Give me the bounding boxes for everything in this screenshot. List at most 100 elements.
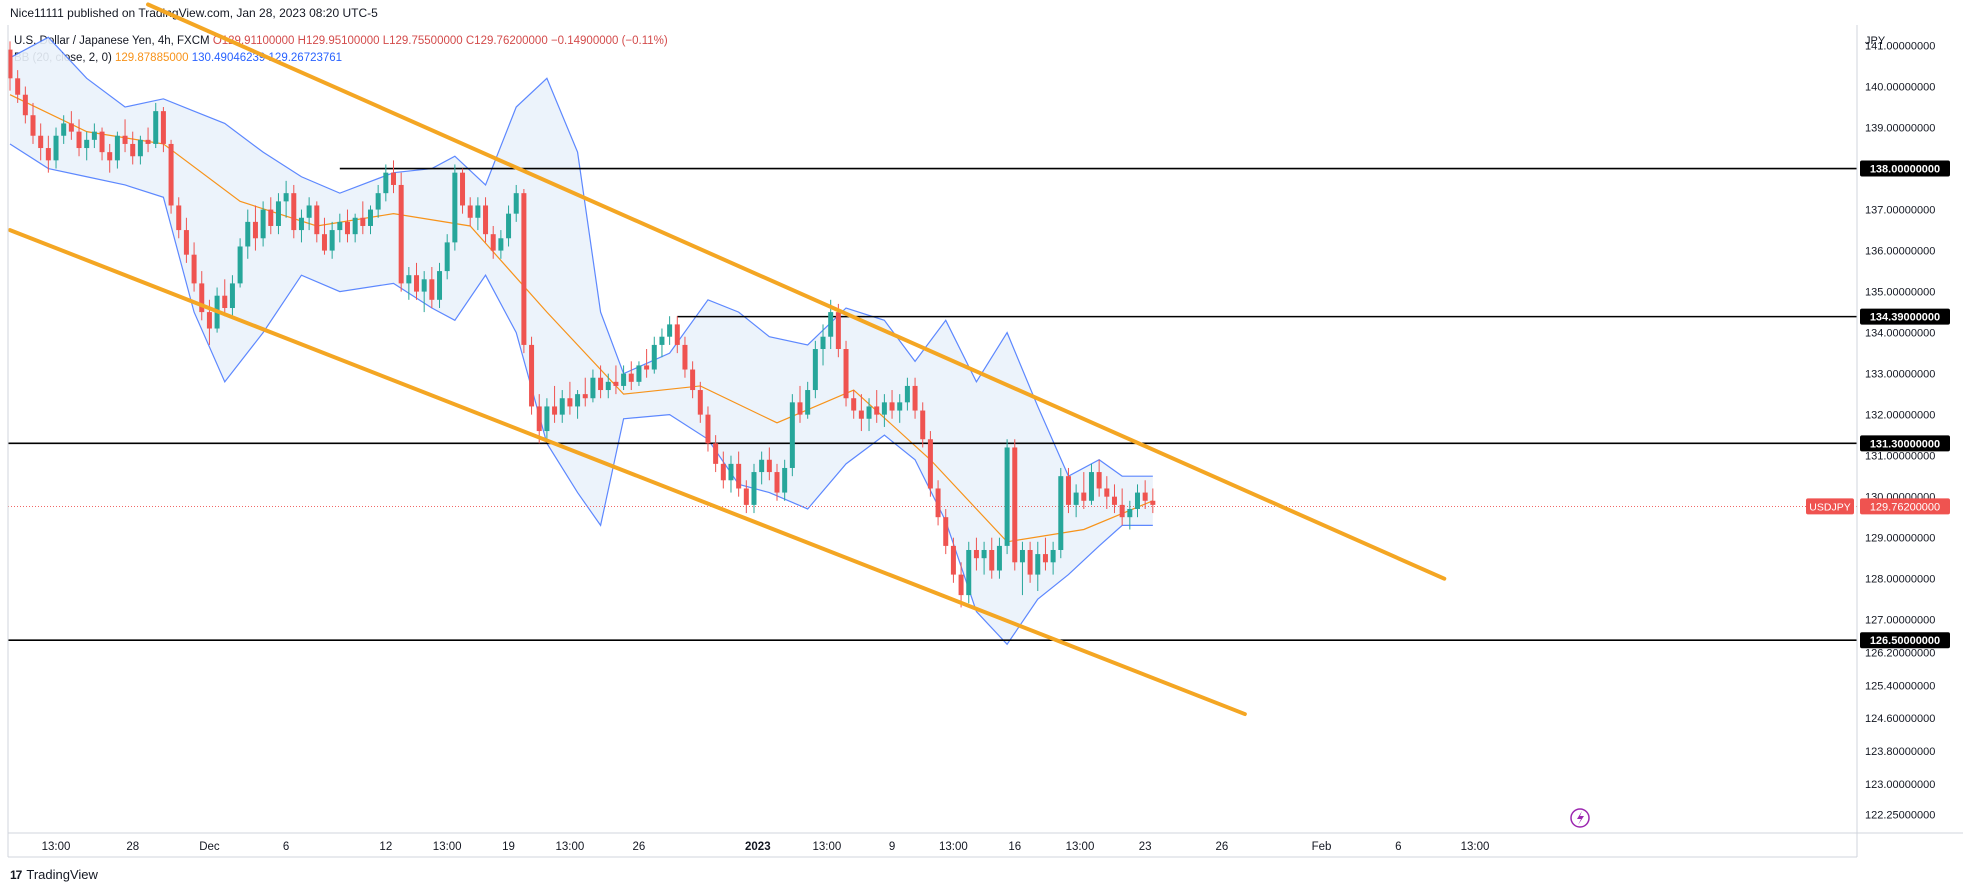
- candle-body: [1150, 500, 1156, 505]
- price-labels-layer: 138.00000000 134.39000000 131.30000000 126.…: [1570, 160, 1950, 828]
- candle: [460, 168, 466, 214]
- candle-body: [206, 312, 212, 329]
- candle: [1065, 467, 1071, 514]
- y-tick-label: 135.00000000: [1865, 287, 1935, 299]
- candle: [122, 119, 128, 153]
- candle-body: [835, 312, 841, 350]
- candle: [1127, 500, 1133, 530]
- candle: [107, 143, 113, 173]
- candle: [176, 197, 182, 239]
- tradingview-brand: TradingView: [26, 867, 98, 882]
- candle-body: [651, 344, 657, 370]
- candle: [360, 201, 366, 235]
- candle-body: [544, 406, 550, 432]
- y-tick-label: 123.80000000: [1865, 746, 1935, 758]
- candle-body: [605, 381, 611, 391]
- candle: [367, 205, 373, 235]
- candle: [858, 394, 864, 432]
- candle-body: [529, 344, 535, 407]
- candle-body: [291, 193, 297, 231]
- candle-body: [996, 545, 1002, 571]
- candle: [199, 271, 205, 321]
- candle: [245, 209, 251, 259]
- candle: [30, 102, 36, 144]
- candle: [22, 86, 28, 124]
- candle-body: [812, 349, 818, 391]
- candle: [352, 213, 358, 243]
- candle-body: [851, 398, 857, 411]
- candle-body: [444, 242, 450, 272]
- candle: [1004, 439, 1010, 555]
- candle: [697, 381, 703, 423]
- candle-body: [321, 234, 327, 251]
- candle-body: [690, 369, 696, 391]
- symbol-title: U.S. Dollar / Japanese Yen, 4h, FXCM: [14, 35, 210, 47]
- candle-body: [406, 275, 412, 284]
- candle-body: [314, 205, 320, 235]
- candle-body: [843, 349, 849, 399]
- candle: [1088, 463, 1094, 505]
- bb-basis-line: [9, 94, 1154, 543]
- candle: [521, 189, 527, 354]
- level-tag-bg: [1860, 160, 1950, 177]
- candle-body: [536, 406, 542, 432]
- candle-body: [38, 135, 44, 149]
- candle-body: [252, 221, 258, 239]
- candle-body: [506, 213, 512, 239]
- candle: [851, 390, 857, 419]
- tradingview-logo[interactable]: 17 TradingView: [10, 867, 98, 882]
- candle: [38, 123, 44, 161]
- candle-body: [1050, 549, 1056, 563]
- x-tick-label: 13:00: [433, 841, 462, 853]
- candle: [421, 271, 427, 313]
- candle: [84, 131, 90, 161]
- candle: [720, 451, 726, 489]
- x-tick-label: 13:00: [939, 841, 968, 853]
- candle: [782, 459, 788, 501]
- candle-body: [759, 459, 765, 473]
- candle-body: [375, 193, 381, 210]
- candle: [53, 127, 59, 169]
- candle-body: [904, 385, 910, 403]
- candle-body: [483, 205, 489, 235]
- legend-high: H129.95100000: [297, 35, 380, 47]
- candle: [920, 402, 926, 448]
- candle-body: [874, 406, 880, 415]
- lightning-icon: [1570, 808, 1590, 828]
- candle: [145, 127, 151, 153]
- candle-body: [7, 49, 13, 79]
- level-tag-text: 138.00000000: [1870, 164, 1940, 176]
- candle-body: [897, 402, 903, 411]
- y-tick-label: 126.20000000: [1865, 648, 1935, 660]
- y-tick-label: 137.00000000: [1865, 205, 1935, 217]
- candle: [682, 336, 688, 378]
- candle-body: [45, 148, 51, 161]
- y-tick-label: 136.00000000: [1865, 246, 1935, 258]
- bb-lower-value: 129.26723761: [268, 52, 343, 64]
- candle-body: [30, 115, 36, 136]
- candle-body: [621, 373, 627, 386]
- currency-label: JPY: [1865, 35, 1886, 47]
- candle-body: [590, 377, 596, 399]
- candle: [866, 398, 872, 432]
- candle-body: [229, 283, 235, 309]
- candle-body: [1073, 492, 1079, 505]
- y-tick-label: 134.00000000: [1865, 328, 1935, 340]
- candle-body: [1088, 472, 1094, 501]
- y-tick-label: 133.00000000: [1865, 369, 1935, 381]
- candle-body: [981, 549, 987, 559]
- candle: [1050, 541, 1056, 575]
- channel-line-upper: [146, 2, 1447, 581]
- candle-body: [168, 143, 174, 206]
- candle: [1019, 541, 1025, 596]
- candle-body: [1019, 549, 1025, 563]
- candle: [1035, 541, 1041, 592]
- candle-body: [989, 549, 995, 571]
- candle: [1081, 472, 1087, 509]
- y-tick-label: 139.00000000: [1865, 123, 1935, 135]
- candle-body: [513, 193, 519, 214]
- candle-body: [943, 517, 949, 546]
- y-tick-label: 124.60000000: [1865, 713, 1935, 725]
- x-tick-label: 13:00: [1461, 841, 1490, 853]
